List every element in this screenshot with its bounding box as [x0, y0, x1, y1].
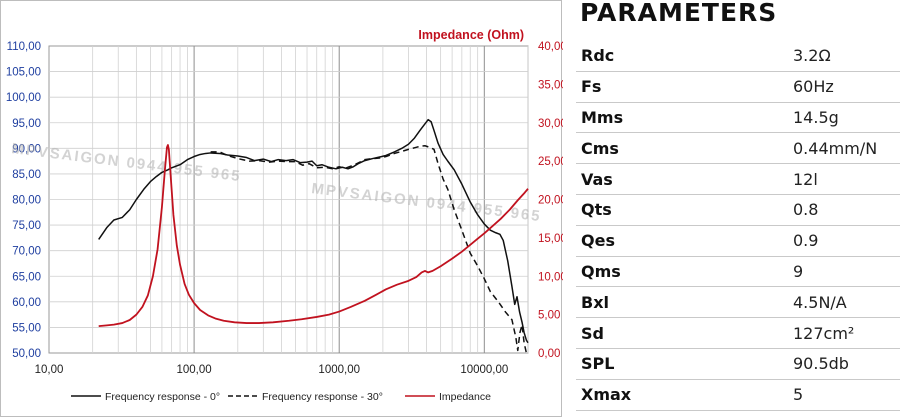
y-left-tick-label: 85,00 [12, 169, 41, 181]
y-left-tick-label: 55,00 [12, 322, 41, 334]
parameter-name: Rdc [581, 46, 615, 66]
parameter-value: 127cm² [793, 323, 855, 343]
parameter-value: 3.2Ω [793, 46, 831, 66]
parameters-panel: PARAMETERS Rdc 3.2Ω Fs 60Hz Mms 14.5g Cms 0.44m… [576, 0, 900, 417]
parameter-value: 12l [793, 169, 818, 189]
y-left-tick-label: 50,00 [12, 348, 41, 360]
parameter-name: Qms [581, 261, 621, 281]
x-tick-label: 10,00 [35, 364, 64, 376]
y-right-tick-label: 35,00 [538, 79, 563, 91]
parameter-value: 60Hz [793, 77, 834, 97]
parameter-row: Qes 0.9 [576, 226, 900, 257]
parameter-row: SPL 90.5db [576, 349, 900, 380]
legend-label: Frequency response - 30° [262, 391, 383, 403]
legend-label: Frequency response - 0° [105, 391, 220, 403]
series-line-1 [98, 118, 529, 344]
y-left-tick-label: 100,00 [6, 92, 41, 104]
parameter-row: Xmax 5 [576, 380, 900, 411]
x-tick-label: 10000,00 [460, 364, 508, 376]
frequency-impedance-chart: 50,00 55,00 60,00 65,00 70,00 75,00 80,00 85,00… [6, 28, 563, 403]
parameter-value: 14.5g [793, 107, 839, 127]
y-left-tick-label: 80,00 [12, 195, 41, 207]
parameters-title: PARAMETERS [580, 0, 778, 27]
parameters-table: Rdc 3.2Ω Fs 60Hz Mms 14.5g Cms 0.44mm/N Vas 12l Qt… [576, 41, 900, 411]
y-right-tick-label: 0,00 [538, 348, 560, 360]
parameter-name: SPL [581, 354, 615, 374]
y-right-tick-label: 5,00 [538, 310, 560, 322]
right-axis-title: Impedance (Ohm) [418, 28, 524, 42]
parameter-value: 90.5db [793, 354, 849, 374]
parameter-name: Mms [581, 107, 624, 127]
y-left-tick-label: 60,00 [12, 297, 41, 309]
parameter-name: Xmax [581, 385, 632, 405]
parameter-row: Qts 0.8 [576, 195, 900, 226]
y-right-tick-label: 30,00 [538, 118, 563, 130]
parameter-value: 9 [793, 261, 804, 281]
y-right-tick-label: 40,00 [538, 41, 563, 53]
parameter-value: 0.8 [793, 200, 819, 220]
parameter-value: 5 [793, 385, 804, 405]
parameter-value: 4.5N/A [793, 292, 847, 312]
parameter-name: Qts [581, 200, 612, 220]
parameter-name: Vas [581, 169, 613, 189]
parameter-name: Cms [581, 138, 619, 158]
parameter-row: Qms 9 [576, 257, 900, 288]
x-tick-label: 1000,00 [318, 364, 360, 376]
parameter-row: Sd 127cm² [576, 318, 900, 349]
parameter-row: Bxl 4.5N/A [576, 287, 900, 319]
y-left-tick-label: 110,00 [7, 41, 41, 53]
series-line-3 [98, 144, 529, 328]
legend-label: Impedance [439, 391, 491, 403]
x-tick-label: 100,00 [177, 364, 212, 376]
parameter-name: Qes [581, 231, 615, 251]
y-left-tick-label: 65,00 [12, 271, 41, 283]
y-left-tick-label: 75,00 [12, 220, 41, 232]
parameter-value: 0.9 [793, 231, 819, 251]
parameter-row: Fs 60Hz [576, 72, 900, 103]
y-right-tick-label: 20,00 [538, 195, 563, 207]
parameter-name: Fs [581, 77, 602, 97]
parameter-row: Rdc 3.2Ω [576, 41, 900, 72]
parameter-row: Vas 12l [576, 164, 900, 195]
chart-panel: 50,00 55,00 60,00 65,00 70,00 75,00 80,00 85,00… [0, 0, 563, 417]
y-right-tick-label: 15,00 [538, 233, 563, 245]
y-left-tick-label: 90,00 [12, 143, 41, 155]
parameter-row: Mms 14.5g [576, 103, 900, 134]
parameter-value: 0.44mm/N [793, 138, 878, 158]
y-left-tick-label: 95,00 [12, 118, 41, 130]
y-right-tick-label: 10,00 [538, 271, 563, 283]
y-right-tick-label: 25,00 [538, 156, 563, 168]
y-left-tick-label: 70,00 [12, 246, 41, 258]
parameter-name: Bxl [581, 292, 609, 312]
parameter-row: Cms 0.44mm/N [576, 133, 900, 165]
y-left-tick-label: 105,00 [6, 67, 41, 79]
parameter-name: Sd [581, 323, 604, 343]
